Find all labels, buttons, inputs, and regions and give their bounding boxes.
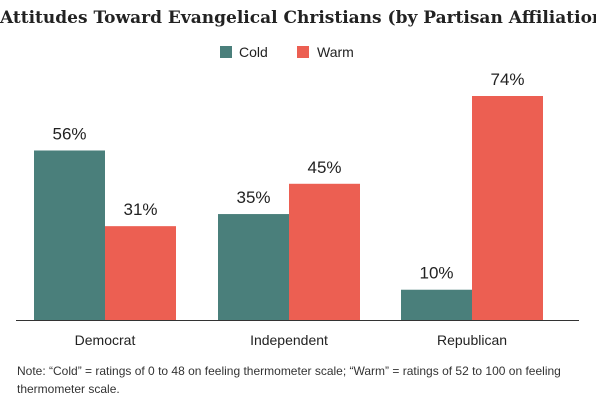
value-label-republican-warm: 74% <box>490 70 524 89</box>
bar-independent-warm <box>289 183 360 320</box>
legend-label-warm: Warm <box>317 44 354 60</box>
value-label-independent-cold: 35% <box>236 188 270 207</box>
value-labels-group: 56% 31% 35% 45% 10% 74% <box>52 70 524 283</box>
value-label-republican-cold: 10% <box>419 264 453 283</box>
legend-swatch-warm <box>297 46 309 58</box>
bar-independent-cold <box>218 214 289 320</box>
category-label-democrat: Democrat <box>75 332 136 348</box>
chart-title: Attitudes Toward Evangelical Christians … <box>0 8 596 28</box>
bar-democrat-cold <box>34 150 105 320</box>
bar-republican-cold <box>401 289 472 320</box>
bars-group <box>34 96 543 320</box>
value-label-democrat-warm: 31% <box>123 200 157 219</box>
legend: Cold Warm <box>220 44 354 60</box>
value-label-democrat-cold: 56% <box>52 124 86 143</box>
bar-democrat-warm <box>105 226 176 320</box>
category-labels-group: Democrat Independent Republican <box>75 332 507 348</box>
value-label-independent-warm: 45% <box>307 158 341 177</box>
chart-note: Note: “Cold” = ratings of 0 to 48 on fee… <box>17 364 561 396</box>
category-label-republican: Republican <box>437 332 507 348</box>
bar-republican-warm <box>472 96 543 320</box>
legend-swatch-cold <box>220 46 232 58</box>
category-label-independent: Independent <box>250 332 328 348</box>
legend-label-cold: Cold <box>239 44 268 60</box>
